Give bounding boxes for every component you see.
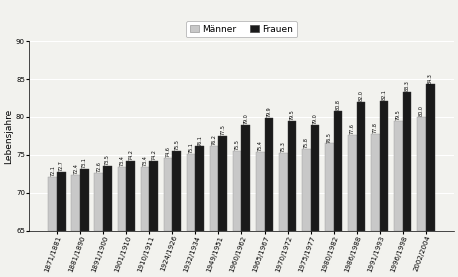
Text: 73.1: 73.1 (82, 158, 87, 168)
Bar (94, 173, 103, 230)
Text: 80.0: 80.0 (419, 105, 424, 116)
Bar (103, 166, 112, 230)
Bar (279, 153, 288, 230)
Bar (172, 151, 181, 230)
Bar (417, 117, 426, 230)
Bar (256, 152, 265, 230)
Text: 79.0: 79.0 (312, 113, 317, 124)
Bar (311, 125, 319, 230)
Y-axis label: Lebensjahre: Lebensjahre (4, 108, 13, 163)
Bar (71, 175, 80, 230)
Text: 73.5: 73.5 (105, 155, 110, 165)
Text: 77.5: 77.5 (220, 124, 225, 135)
Bar (357, 102, 365, 230)
Bar (118, 167, 126, 230)
Bar (241, 125, 250, 230)
Legend: Männer, Frauen: Männer, Frauen (186, 21, 297, 37)
Bar (149, 161, 158, 230)
Text: 76.2: 76.2 (212, 134, 217, 145)
Text: 77.8: 77.8 (373, 122, 378, 133)
Text: 80.8: 80.8 (336, 99, 340, 110)
Text: 72.1: 72.1 (50, 165, 55, 176)
Bar (302, 149, 311, 230)
Bar (196, 147, 204, 230)
Text: 82.1: 82.1 (382, 89, 387, 100)
Text: 72.6: 72.6 (96, 161, 101, 172)
Bar (265, 118, 273, 230)
Text: 74.2: 74.2 (128, 149, 133, 160)
Text: 73.4: 73.4 (120, 155, 125, 166)
Text: 74.6: 74.6 (165, 146, 170, 157)
Bar (233, 151, 241, 230)
Bar (333, 111, 343, 230)
Bar (394, 121, 403, 230)
Bar (126, 161, 135, 230)
Text: 74.2: 74.2 (151, 149, 156, 160)
Text: 75.5: 75.5 (234, 139, 240, 150)
Text: 79.5: 79.5 (289, 109, 294, 120)
Text: 76.5: 76.5 (327, 132, 332, 143)
Bar (380, 101, 388, 230)
Bar (49, 177, 57, 230)
Text: 77.6: 77.6 (350, 124, 355, 134)
Text: 79.5: 79.5 (396, 109, 401, 120)
Text: 75.5: 75.5 (174, 139, 179, 150)
Bar (187, 154, 196, 230)
Text: 75.8: 75.8 (304, 137, 309, 148)
Text: 75.4: 75.4 (258, 140, 262, 151)
Text: 73.4: 73.4 (142, 155, 147, 166)
Bar (426, 84, 435, 230)
Text: 83.3: 83.3 (404, 80, 409, 91)
Bar (218, 136, 227, 230)
Text: 72.4: 72.4 (73, 163, 78, 174)
Bar (80, 169, 89, 230)
Text: 76.1: 76.1 (197, 135, 202, 146)
Text: 79.9: 79.9 (267, 106, 272, 117)
Bar (57, 172, 66, 230)
Bar (288, 121, 296, 230)
Bar (325, 143, 333, 230)
Text: 72.7: 72.7 (59, 161, 64, 171)
Text: 75.3: 75.3 (281, 141, 286, 152)
Bar (348, 135, 357, 230)
Bar (141, 167, 149, 230)
Bar (210, 146, 218, 230)
Text: 82.0: 82.0 (359, 90, 364, 101)
Text: 79.0: 79.0 (243, 113, 248, 124)
Bar (403, 92, 411, 230)
Bar (164, 158, 172, 230)
Text: 75.1: 75.1 (189, 142, 194, 153)
Bar (371, 134, 380, 230)
Text: 84.3: 84.3 (428, 73, 433, 84)
